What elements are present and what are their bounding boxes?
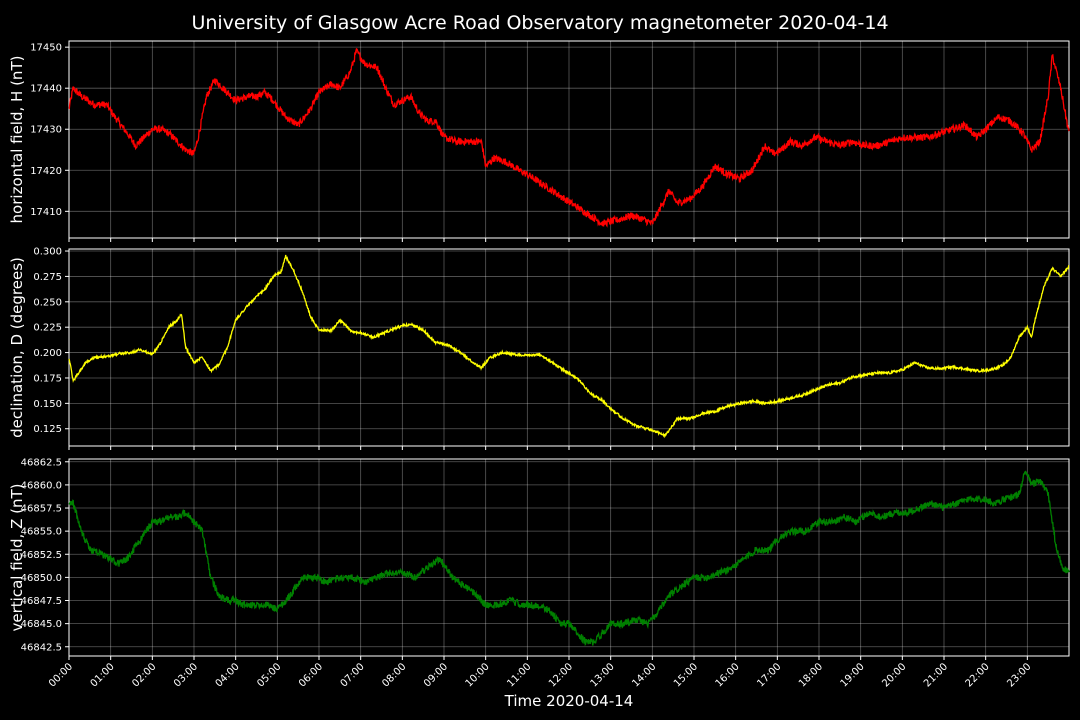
x-tick-label: 13:00 <box>589 661 617 689</box>
x-tick-label: 21:00 <box>922 661 950 689</box>
y-tick-label: 17430 <box>30 125 62 136</box>
y-tick-label: 46847.5 <box>21 596 62 607</box>
series-line <box>68 48 1070 228</box>
x-tick-label: 00:00 <box>47 661 75 689</box>
y-tick-label: 17420 <box>30 166 62 177</box>
y-axis-label: horizontal field, H (nT) <box>8 56 26 224</box>
y-tick-label: 0.275 <box>33 272 62 283</box>
y-tick-label: 46855.0 <box>21 527 62 538</box>
y-tick-label: 0.125 <box>33 424 62 435</box>
y-tick-label: 0.200 <box>33 348 62 359</box>
x-tick-label: 03:00 <box>172 661 200 689</box>
y-tick-label: 17450 <box>30 43 62 54</box>
y-tick-label: 0.300 <box>33 247 62 258</box>
x-tick-label: 11:00 <box>505 661 533 689</box>
y-tick-label: 0.250 <box>33 297 62 308</box>
panel-frame <box>68 248 1070 447</box>
y-tick-label: 46860.0 <box>21 480 62 491</box>
x-tick-label: 22:00 <box>964 661 992 689</box>
y-tick-label: 0.175 <box>33 373 62 384</box>
x-tick-label: 23:00 <box>1005 661 1033 689</box>
x-tick-label: 12:00 <box>547 661 575 689</box>
y-axis-label: declination, D (degrees) <box>8 257 26 438</box>
x-tick-label: 04:00 <box>214 661 242 689</box>
x-tick-label: 10:00 <box>464 661 492 689</box>
x-tick-label: 17:00 <box>755 661 783 689</box>
y-tick-label: 46845.0 <box>21 619 62 630</box>
x-axis: 00:00 01:00 02:00 03:00 04:00 05:00 06:00 07:00… <box>47 661 1033 689</box>
y-tick-label: 0.150 <box>33 399 62 410</box>
series-line <box>68 470 1070 647</box>
y-tick-label: 46852.5 <box>21 550 62 561</box>
y-tick-label: 46850.0 <box>21 573 62 584</box>
panel-0: 17410 17420 17430 17440 17450 horizontal fiel… <box>8 40 1070 242</box>
panel-1: 0.125 0.150 0.175 0.200 0.225 0.250 0.275 0.300… <box>8 247 1070 450</box>
y-tick-label: 0.225 <box>33 323 62 334</box>
x-tick-label: 16:00 <box>714 661 742 689</box>
x-tick-label: 18:00 <box>797 661 825 689</box>
chart-title: University of Glasgow Acre Road Observat… <box>191 12 888 34</box>
y-axis-label: vertical field, Z (nT) <box>8 483 26 631</box>
x-tick-label: 06:00 <box>297 661 325 689</box>
y-tick-label: 46857.5 <box>21 504 62 515</box>
x-tick-label: 15:00 <box>672 661 700 689</box>
x-tick-label: 14:00 <box>630 661 658 689</box>
panels: 17410 17420 17430 17440 17450 horizontal fiel… <box>8 40 1070 660</box>
x-tick-label: 07:00 <box>339 661 367 689</box>
series-line <box>68 254 1070 439</box>
panel-2: 46842.5 46845.0 46847.5 46850.0 46852.5 46855… <box>8 457 1070 660</box>
x-tick-label: 05:00 <box>255 661 283 689</box>
y-tick-label: 46862.5 <box>21 457 62 468</box>
x-tick-label: 20:00 <box>880 661 908 689</box>
y-tick-label: 17410 <box>30 207 62 218</box>
y-tick-label: 46842.5 <box>21 642 62 653</box>
x-tick-label: 02:00 <box>130 661 158 689</box>
x-axis-label: Time 2020-04-14 <box>504 692 634 710</box>
x-tick-label: 19:00 <box>839 661 867 689</box>
y-tick-label: 17440 <box>30 84 62 95</box>
x-tick-label: 08:00 <box>380 661 408 689</box>
x-tick-label: 09:00 <box>422 661 450 689</box>
x-tick-label: 01:00 <box>89 661 117 689</box>
